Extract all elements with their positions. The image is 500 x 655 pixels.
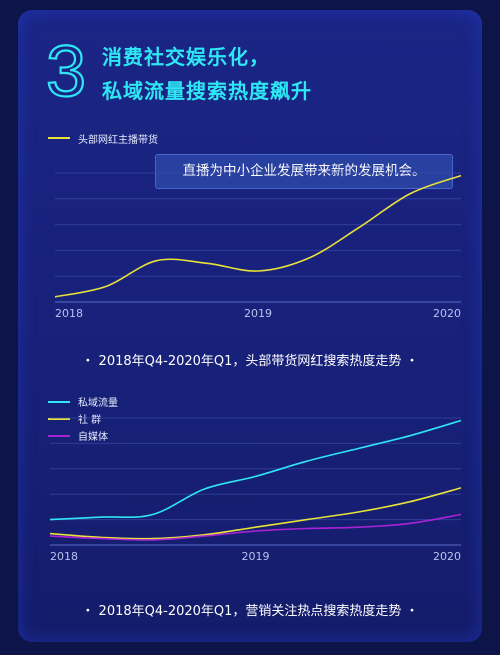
caption-bottom: ・ 2018年Q4-2020年Q1，营销关注热点搜索热度走势 ・ bbox=[81, 604, 419, 619]
legend-swatch-purple bbox=[48, 434, 70, 437]
series-line bbox=[49, 419, 462, 521]
legend-item: 头部网红主播带货 bbox=[48, 130, 158, 146]
legend-label: 社 群 bbox=[78, 415, 102, 426]
headline: 消费社交娱乐化， 私域流量搜索热度飙升 bbox=[102, 40, 312, 108]
legend-item: 自媒体 bbox=[48, 427, 118, 444]
headline-line-1: 消费社交娱乐化， bbox=[102, 45, 270, 69]
x-tick-label: 2020 bbox=[433, 550, 461, 563]
x-tick-label: 2019 bbox=[242, 550, 270, 563]
x-tick-label: 2019 bbox=[244, 307, 272, 320]
legend-label: 私域流量 bbox=[78, 398, 118, 409]
legend-swatch-cyan bbox=[48, 400, 70, 403]
legend-swatch-yellow bbox=[48, 137, 70, 139]
headline-line-2: 私域流量搜索热度飙升 bbox=[102, 79, 312, 103]
series-line bbox=[49, 487, 462, 540]
section-number-text: 3 bbox=[46, 38, 86, 104]
legend-label: 自媒体 bbox=[78, 432, 108, 443]
chart-bottom: 2018 2019 2020 bbox=[49, 417, 462, 563]
x-tick-label: 2018 bbox=[50, 550, 78, 563]
caption-top: ・ 2018年Q4-2020年Q1，头部带货网红搜索热度走势 ・ bbox=[81, 354, 419, 369]
callout-box: 直播为中小企业发展带来新的发展机会。 bbox=[155, 154, 453, 189]
series-line bbox=[54, 174, 462, 298]
x-tick-label: 2018 bbox=[55, 307, 83, 320]
legend-top: 头部网红主播带货 bbox=[48, 130, 158, 146]
legend-label: 头部网红主播带货 bbox=[78, 134, 158, 146]
series-line bbox=[49, 513, 462, 541]
section-number: 3 bbox=[45, 38, 87, 104]
x-tick-label: 2020 bbox=[433, 307, 461, 320]
legend-item: 私域流量 bbox=[48, 393, 118, 410]
chart-top: 2018 2019 2020 bbox=[54, 172, 462, 320]
